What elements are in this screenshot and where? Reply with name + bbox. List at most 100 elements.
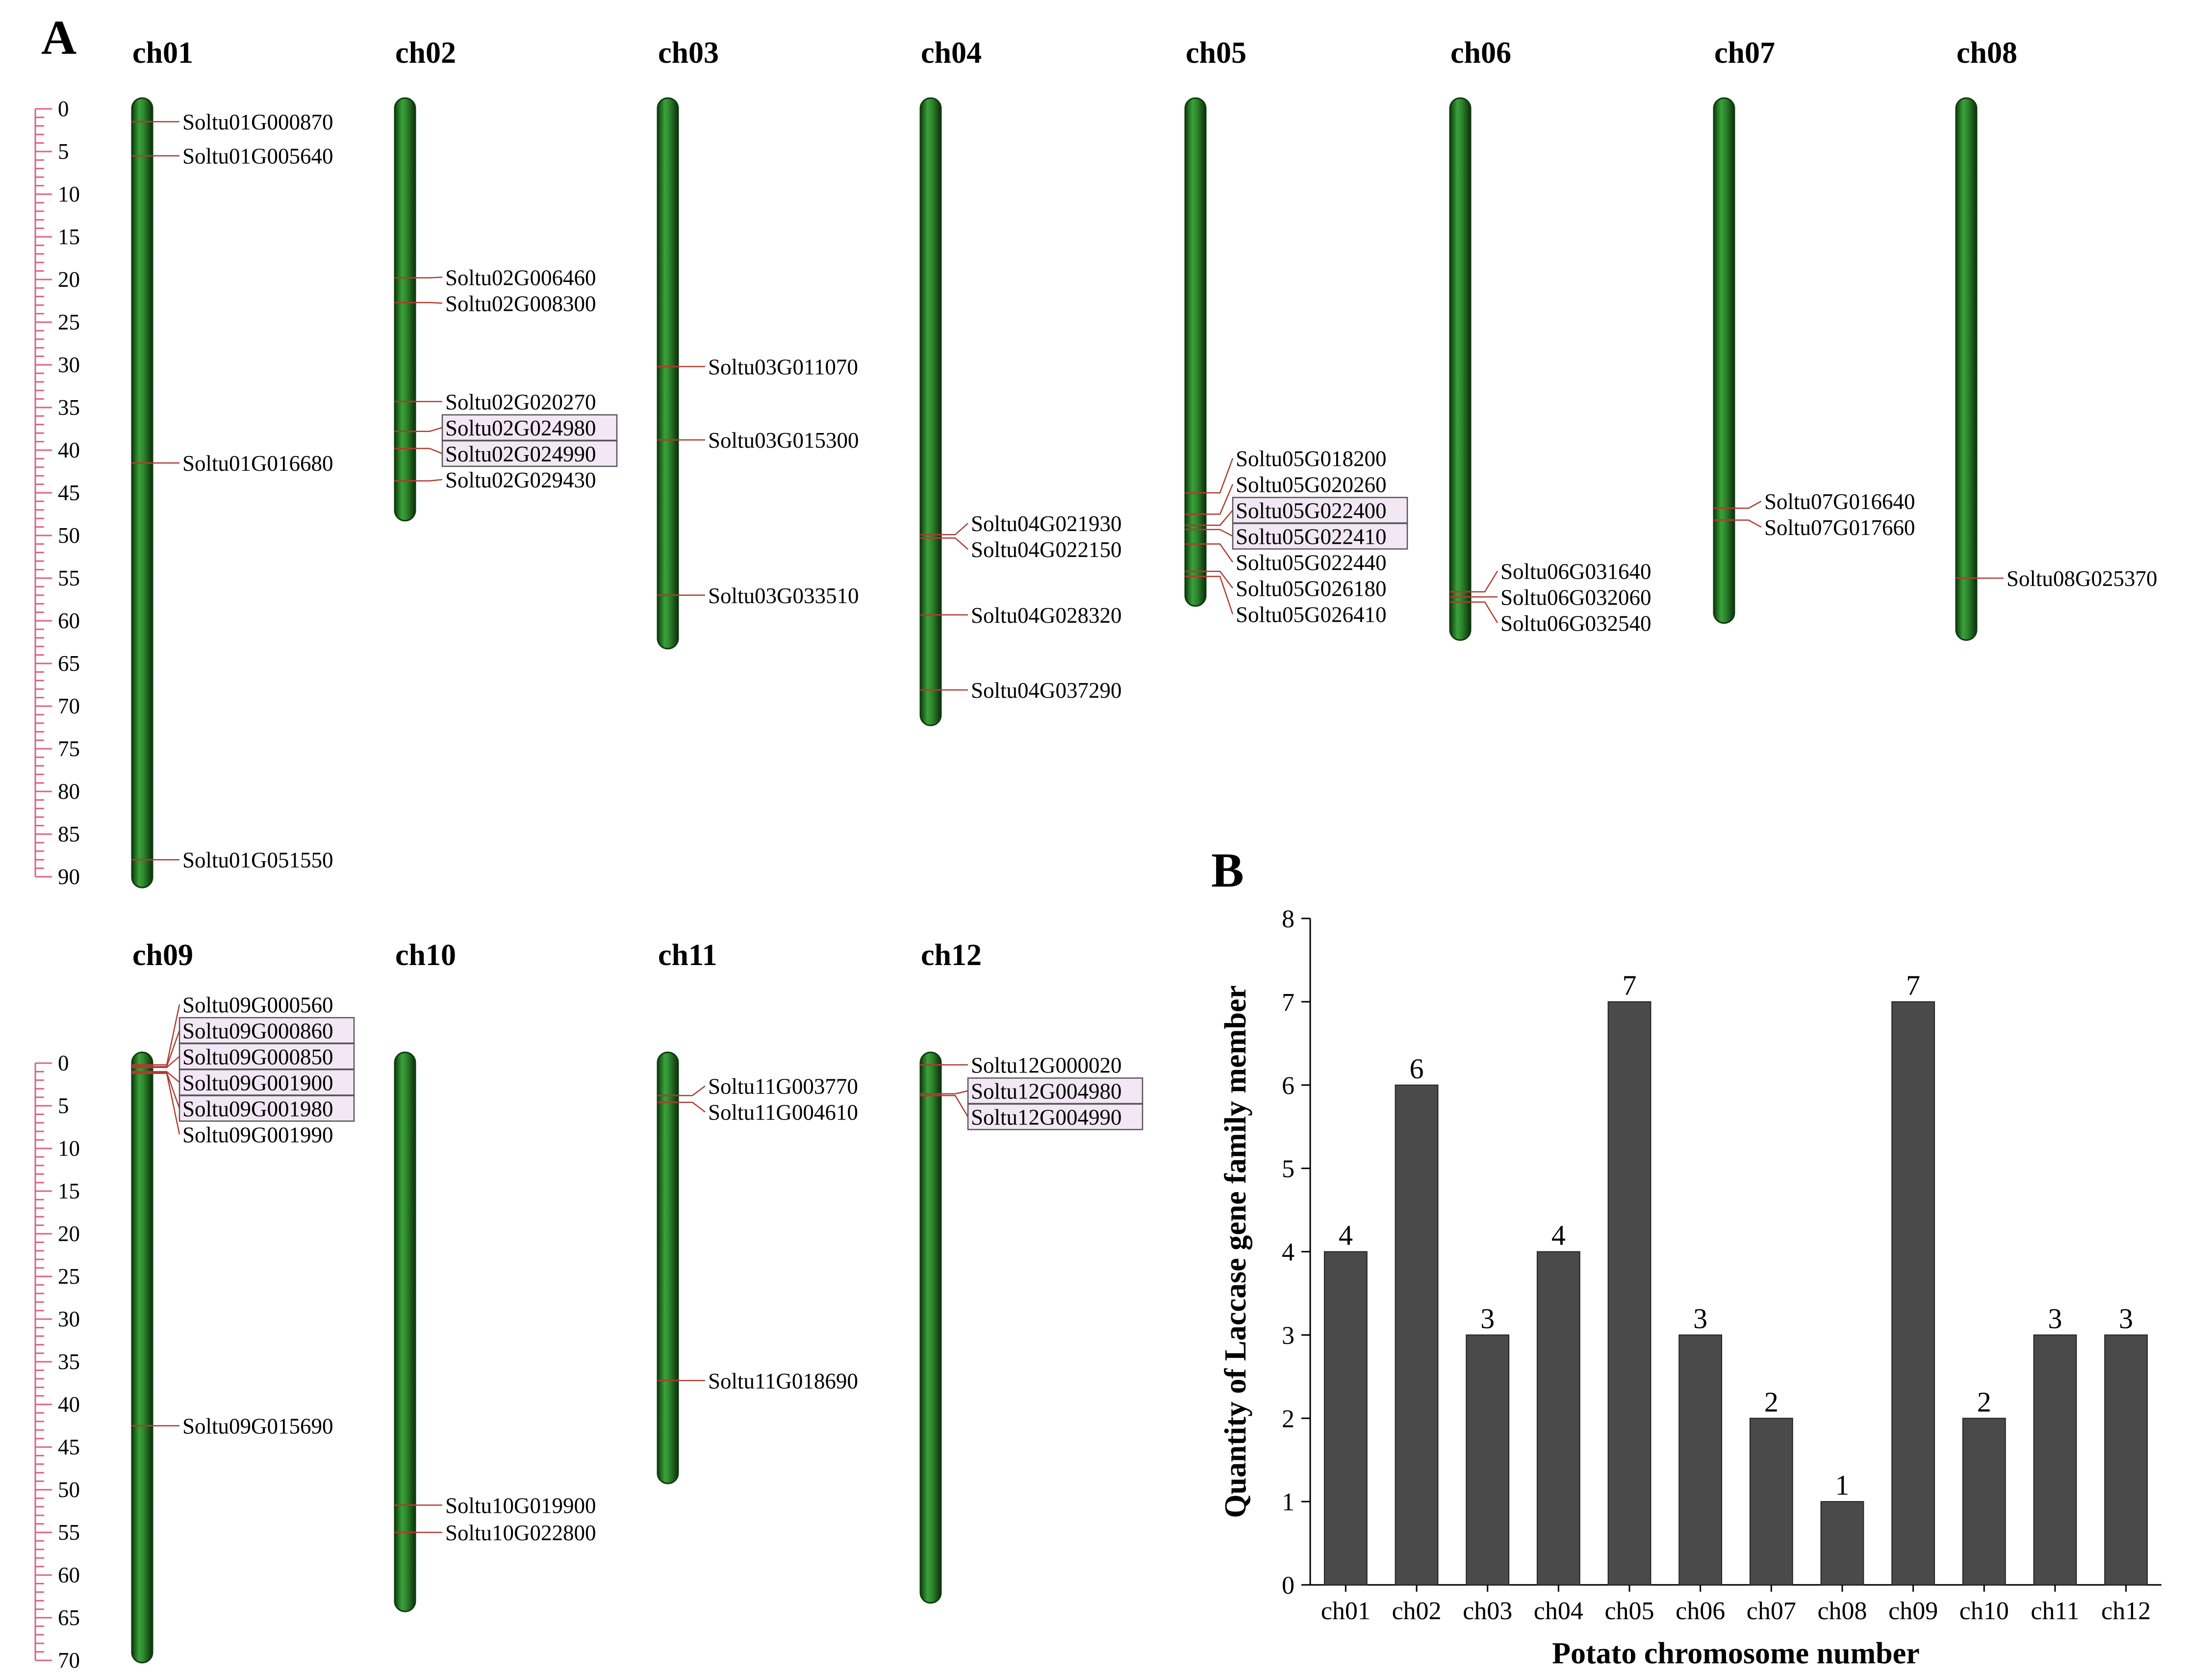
panel-b-label: B xyxy=(1211,843,1244,897)
bar-ch08 xyxy=(1820,1501,1864,1585)
chromosome-name: ch05 xyxy=(1186,36,1246,70)
gene-label: Soltu12G004980 xyxy=(971,1079,1122,1103)
gene-connector xyxy=(415,427,443,432)
gene-label: Soltu05G022400 xyxy=(1236,498,1387,523)
y-tick-label: 4 xyxy=(1282,1239,1295,1267)
scale-tick-label: 55 xyxy=(58,1520,80,1545)
gene-label: Soltu03G011070 xyxy=(708,355,858,379)
gene-label: Soltu05G020260 xyxy=(1236,472,1387,497)
x-tick-label: ch02 xyxy=(1392,1597,1441,1625)
gene-label: Soltu05G026410 xyxy=(1236,602,1387,627)
bar-chart: 0 1 2 3 4 5 6 7 8 4 ch01 6 ch02 3 ch03 4 ch04 7 ch05 3 ch06 2… xyxy=(1219,905,2161,1670)
gene-label: Soltu05G022410 xyxy=(1236,524,1387,549)
gene-connector xyxy=(1734,519,1762,528)
bar-value-label: 2 xyxy=(1977,1386,1991,1418)
gene-label: Soltu05G018200 xyxy=(1236,446,1387,471)
gene-connector xyxy=(1206,458,1234,494)
scale-tick-label: 75 xyxy=(58,737,80,761)
scale-tick-label: 30 xyxy=(58,1307,80,1331)
gene-label: Soltu11G003770 xyxy=(708,1074,858,1099)
bar-value-label: 6 xyxy=(1410,1053,1424,1085)
gene-connector xyxy=(1471,570,1499,593)
gene-label: Soltu05G022440 xyxy=(1236,550,1387,575)
y-tick-label: 0 xyxy=(1282,1572,1295,1600)
gene-connector xyxy=(941,1090,968,1095)
bar-ch03 xyxy=(1466,1334,1510,1585)
x-tick-label: ch01 xyxy=(1321,1597,1371,1625)
chromosome-bar xyxy=(131,97,153,889)
scale-bar-1: 0 5 10 15 20 25 30 35 40 45 50 55 60 65 70 75 80 85 90 xyxy=(34,97,80,889)
bar-ch06 xyxy=(1678,1334,1723,1585)
scale-tick-label: 5 xyxy=(58,1094,69,1118)
gene-label: Soltu01G000870 xyxy=(182,110,333,134)
gene-connector xyxy=(1206,576,1234,614)
tandem-duplicate-box xyxy=(1232,497,1408,524)
bar-ch04 xyxy=(1536,1251,1580,1585)
scale-tick-label: 70 xyxy=(58,1648,80,1673)
tandem-duplicate-box xyxy=(967,1077,1143,1104)
chromosome-ch08: ch08 Soltu08G025370 xyxy=(1955,36,2158,641)
gene-connector xyxy=(678,1085,706,1096)
gene-connector xyxy=(152,1030,180,1068)
bar-value-label: 2 xyxy=(1764,1386,1778,1418)
bar-ch11 xyxy=(2033,1334,2077,1585)
scale-tick-label: 55 xyxy=(58,566,80,590)
scale-tick-label: 20 xyxy=(58,1222,80,1246)
scale-tick-label: 35 xyxy=(58,395,80,420)
y-tick-label: 6 xyxy=(1282,1072,1295,1100)
chromosome-ch01: ch01 Soltu01G000870 Soltu01G005640 Soltu01G… xyxy=(131,36,333,889)
chromosome-name: ch07 xyxy=(1714,36,1775,70)
gene-label: Soltu04G028320 xyxy=(971,603,1122,628)
gene-label: Soltu09G001900 xyxy=(182,1070,333,1095)
chromosome-ch12: ch12 Soltu12G000020Soltu12G004980Soltu12G… xyxy=(919,939,1143,1604)
gene-label: Soltu03G015300 xyxy=(708,428,859,453)
y-tick-label: 3 xyxy=(1282,1322,1295,1349)
chromosome-ch03: ch03 Soltu03G011070 Soltu03G015300 Soltu03G… xyxy=(657,36,859,650)
chromosome-ch06: ch06 Soltu06G031640Soltu06G032060Soltu06G… xyxy=(1449,36,1651,641)
chromosome-name: ch04 xyxy=(921,36,982,70)
scale-tick-label: 20 xyxy=(58,267,80,292)
scale-tick-label: 60 xyxy=(58,1563,80,1587)
gene-label: Soltu01G051550 xyxy=(182,848,333,872)
scale-tick-label: 85 xyxy=(58,822,80,846)
scale-tick-label: 90 xyxy=(58,865,80,889)
gene-label: Soltu02G024990 xyxy=(445,442,596,466)
gene-connector xyxy=(152,1072,180,1135)
gene-label: Soltu09G015690 xyxy=(182,1414,333,1439)
scale-tick-label: 60 xyxy=(58,609,80,633)
gene-label: Soltu12G000020 xyxy=(971,1053,1122,1077)
x-tick-label: ch10 xyxy=(1959,1597,2009,1625)
gene-label: Soltu01G005640 xyxy=(182,144,333,169)
panel-a-label: A xyxy=(41,10,76,65)
gene-connector xyxy=(678,1101,706,1113)
gene-label: Soltu09G001990 xyxy=(182,1122,333,1147)
chromosome-name: ch03 xyxy=(658,36,719,70)
gene-label: Soltu04G021930 xyxy=(971,511,1122,536)
scale-tick-label: 65 xyxy=(58,1605,80,1630)
x-tick-label: ch12 xyxy=(2101,1597,2151,1625)
bar-value-label: 3 xyxy=(2048,1302,2062,1334)
x-tick-label: ch04 xyxy=(1534,1597,1583,1625)
scale-tick-label: 0 xyxy=(58,1051,69,1075)
scale-tick-label: 30 xyxy=(58,353,80,377)
bar-value-label: 4 xyxy=(1551,1220,1566,1251)
scale-tick-label: 10 xyxy=(58,182,80,206)
scale-tick-label: 40 xyxy=(58,1392,80,1417)
y-tick-label: 8 xyxy=(1282,905,1295,933)
bar-ch12 xyxy=(2104,1334,2148,1585)
chromosome-name: ch09 xyxy=(132,939,193,972)
gene-label: Soltu02G029430 xyxy=(445,468,596,492)
tandem-duplicate-box xyxy=(967,1103,1143,1130)
gene-connector xyxy=(1206,509,1233,526)
x-tick-label: ch11 xyxy=(2031,1597,2079,1625)
gene-label: Soltu09G001980 xyxy=(182,1096,333,1121)
gene-label: Soltu11G018690 xyxy=(708,1369,858,1393)
gene-label: Soltu06G031640 xyxy=(1500,559,1651,584)
x-tick-label: ch06 xyxy=(1676,1597,1725,1625)
y-tick-label: 2 xyxy=(1282,1405,1295,1433)
y-tick-label: 7 xyxy=(1282,989,1295,1017)
chromosome-bar xyxy=(131,1051,153,1664)
scale-tick-label: 40 xyxy=(58,438,80,462)
bar-value-label: 4 xyxy=(1339,1220,1353,1251)
